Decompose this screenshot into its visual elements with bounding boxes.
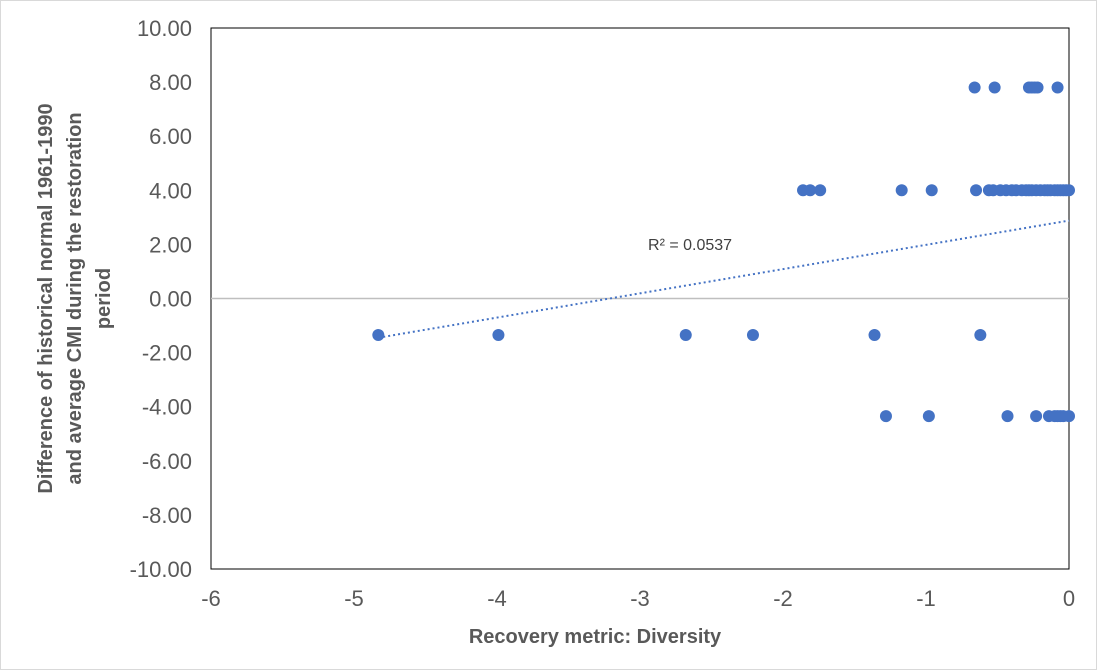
y-tick-label: 0.00 (149, 287, 192, 312)
data-point (372, 329, 385, 342)
y-tick-labels: 10.00 8.00 6.00 4.00 2.00 0.00 -2.00 -4.00 -6.00… (130, 16, 192, 582)
data-point (974, 329, 987, 342)
y-tick-label: -2.00 (142, 341, 192, 366)
data-point (746, 329, 759, 342)
data-point (925, 184, 938, 197)
data-point (968, 81, 981, 94)
data-points (372, 81, 1075, 423)
data-point (492, 329, 505, 342)
y-tick-label: -10.00 (130, 557, 192, 582)
data-point (679, 329, 692, 342)
y-tick-label: -8.00 (142, 503, 192, 528)
data-point (879, 410, 892, 423)
data-point (1031, 81, 1044, 94)
data-point (804, 184, 817, 197)
x-tick-labels: -6 -5 -4 -3 -2 -1 0 (201, 586, 1075, 611)
x-tick-label: -1 (916, 586, 936, 611)
data-point (970, 184, 983, 197)
x-tick-label: -6 (201, 586, 221, 611)
x-tick-label: -5 (344, 586, 364, 611)
y-tick-label: 4.00 (149, 178, 192, 203)
y-tick-label: 2.00 (149, 232, 192, 257)
data-point (1030, 410, 1043, 423)
y-axis-title: Difference of historical normal 1961-199… (35, 103, 115, 493)
y-axis-title-line: and average CMI during the restoration (64, 112, 86, 484)
y-axis-title-line: period (93, 268, 115, 329)
x-tick-label: -4 (487, 586, 507, 611)
trendline (378, 219, 1070, 339)
x-tick-label: -3 (630, 586, 650, 611)
data-point (1001, 410, 1014, 423)
x-tick-label: 0 (1063, 586, 1075, 611)
y-tick-label: 10.00 (137, 16, 192, 41)
data-point (1063, 410, 1075, 423)
data-point (1051, 81, 1064, 94)
y-axis-title-line: Difference of historical normal 1961-199… (35, 103, 57, 493)
y-tick-label: -4.00 (142, 395, 192, 420)
data-point (814, 184, 827, 197)
data-point (1063, 184, 1075, 197)
data-point (988, 81, 1001, 94)
y-tick-label: 8.00 (149, 70, 192, 95)
x-tick-label: -2 (773, 586, 793, 611)
y-tick-label: -6.00 (142, 449, 192, 474)
y-tick-label: 6.00 (149, 124, 192, 149)
data-point (922, 410, 935, 423)
data-point (895, 184, 908, 197)
r-squared-annotation: R² = 0.0537 (648, 237, 732, 254)
data-point (868, 329, 881, 342)
x-axis-title: Recovery metric: Diversity (469, 626, 722, 648)
